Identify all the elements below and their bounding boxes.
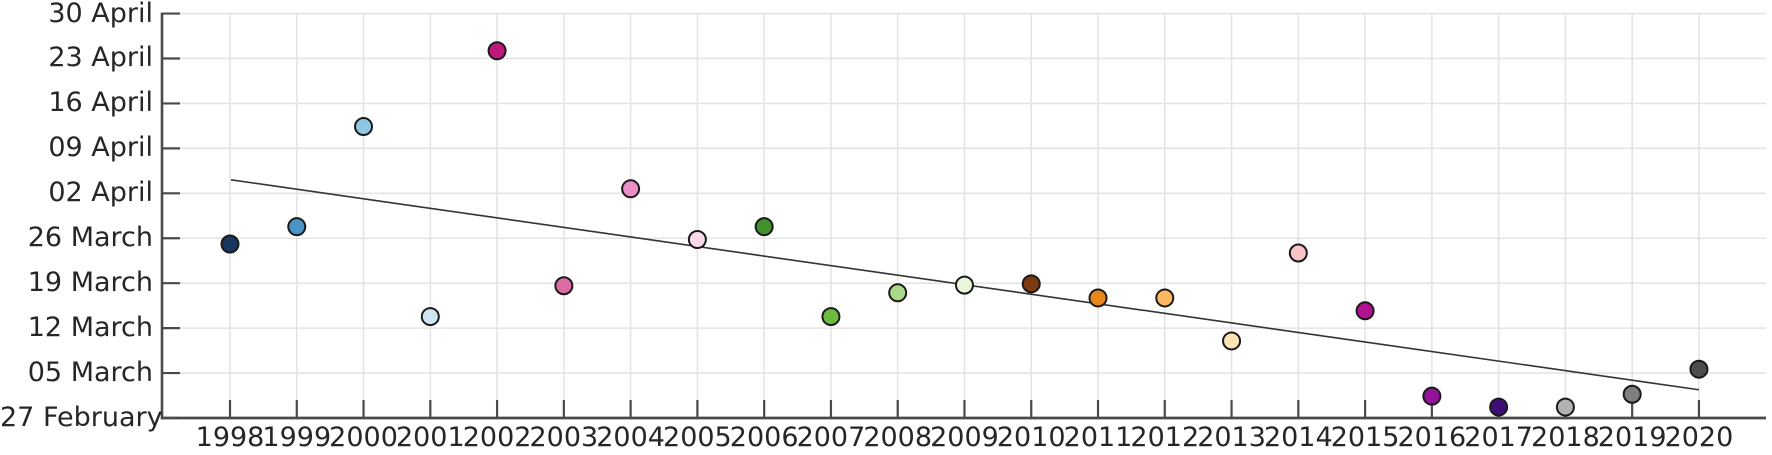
x-tick-label-2016: 2016 (1397, 422, 1467, 453)
x-tick-label-2013: 2013 (1197, 422, 1266, 453)
data-point-2018 (1555, 397, 1575, 417)
data-point-2002 (487, 41, 507, 61)
data-point-2005 (687, 230, 707, 250)
x-tick-label-2009: 2009 (930, 422, 999, 453)
x-tick-label-2011: 2011 (1063, 422, 1133, 453)
x-tick-label-2007: 2007 (796, 422, 866, 453)
x-tick-label-2020: 2020 (1664, 422, 1734, 453)
y-tick-label: 09 April (48, 132, 153, 164)
data-point-2011 (1088, 288, 1108, 308)
data-point-1999 (287, 217, 307, 237)
data-point-2010 (1021, 274, 1041, 294)
y-tick-label: 16 April (48, 87, 153, 119)
x-tick-label-2001: 2001 (395, 422, 465, 453)
data-point-2016 (1422, 386, 1442, 406)
x-tick-label-2004: 2004 (596, 422, 665, 453)
data-point-2008 (888, 283, 908, 303)
data-point-2020 (1689, 359, 1709, 379)
x-tick-label-2012: 2012 (1130, 422, 1200, 453)
data-point-2017 (1489, 397, 1509, 417)
data-point-2015 (1355, 301, 1375, 321)
x-tick-label-2000: 2000 (329, 422, 398, 453)
x-tick-label-2008: 2008 (863, 422, 933, 453)
data-point-2014 (1288, 243, 1308, 263)
y-tick-label: 12 March (27, 312, 153, 344)
y-tick-label: 27 February (0, 402, 163, 433)
data-point-2009 (954, 275, 974, 295)
data-point-2000 (354, 117, 374, 137)
x-tick-label-2019: 2019 (1597, 422, 1667, 453)
y-tick-label: 02 April (48, 177, 153, 209)
data-point-2006 (754, 217, 774, 237)
x-tick-label-2005: 2005 (663, 422, 732, 453)
data-point-2007 (821, 307, 841, 327)
data-point-2019 (1622, 384, 1642, 404)
x-tick-label-2015: 2015 (1330, 422, 1400, 453)
x-tick-label-1999: 1999 (262, 422, 332, 453)
x-tick-label-2014: 2014 (1263, 422, 1333, 453)
x-tick-label-2018: 2018 (1531, 422, 1600, 453)
data-point-2001 (420, 307, 440, 327)
x-tick-label-2002: 2002 (462, 422, 532, 453)
x-tick-label-2006: 2006 (729, 422, 799, 453)
y-tick-label: 19 March (27, 267, 153, 299)
x-tick-label-1998: 1998 (195, 422, 265, 453)
y-tick-label: 26 March (27, 222, 153, 254)
data-point-2003 (554, 276, 574, 296)
x-tick-label-2003: 2003 (529, 422, 599, 453)
data-point-2004 (621, 179, 641, 199)
y-tick-label: 23 April (48, 42, 153, 74)
y-tick-label: 30 April (48, 0, 153, 29)
data-point-2013 (1222, 331, 1242, 351)
y-tick-label: 05 March (27, 357, 153, 389)
data-point-1998 (220, 234, 240, 254)
x-tick-label-2017: 2017 (1464, 422, 1533, 453)
data-point-2012 (1155, 288, 1175, 308)
x-tick-label-2010: 2010 (996, 422, 1066, 453)
